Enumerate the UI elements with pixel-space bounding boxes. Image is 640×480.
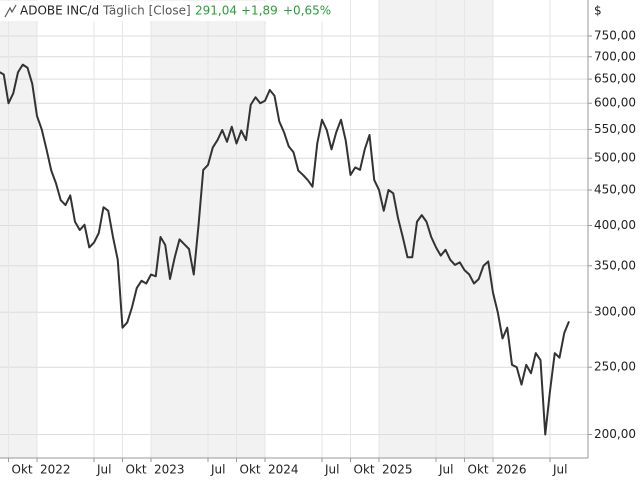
x-tick-label: Jul (324, 463, 339, 477)
instrument-name: ADOBE INC/d (20, 4, 99, 18)
y-tick-label: 200,00 (594, 427, 636, 441)
change-pct: +0,65% (283, 4, 331, 18)
x-tick-label: Okt (240, 463, 261, 477)
year-band (0, 0, 37, 458)
y-tick-label: 300,00 (594, 305, 636, 319)
x-tick-label: Jul (96, 463, 111, 477)
y-tick-label: 750,00 (594, 28, 636, 42)
x-tick-label: Okt (468, 463, 489, 477)
header: ADOBE INC/d Täglich [Close] 291,04 +1,89… (0, 1, 336, 21)
x-tick-label: Jul (210, 463, 225, 477)
last-price: 291,04 (195, 4, 237, 18)
y-unit: $ (594, 4, 602, 18)
x-tick-label: Okt (126, 463, 147, 477)
x-tick-label: 2026 (496, 463, 527, 477)
change: +1,89 (241, 4, 278, 18)
x-tick-label: Jul (552, 463, 567, 477)
x-tick-label: Okt (12, 463, 33, 477)
y-tick-label: 650,00 (594, 72, 636, 86)
grid (0, 0, 588, 458)
plot (0, 63, 570, 436)
x-tick-label: 2022 (40, 463, 71, 477)
y-tick-label: 600,00 (594, 96, 636, 110)
header-bg (0, 1, 336, 21)
x-tick-label: 2025 (382, 463, 413, 477)
y-tick-label: 450,00 (594, 182, 636, 196)
chart-icon (4, 4, 17, 18)
y-tick-label: 550,00 (594, 122, 636, 136)
x-tick-label: Jul (438, 463, 453, 477)
y-tick-label: 500,00 (594, 151, 636, 165)
y-tick-label: 400,00 (594, 218, 636, 232)
y-tick-label: 350,00 (594, 258, 636, 272)
background (0, 0, 493, 458)
x-tick-label: Okt (354, 463, 375, 477)
x-tick-label: 2023 (154, 463, 185, 477)
y-tick-label: 250,00 (594, 360, 636, 374)
y-tick-label: 700,00 (594, 49, 636, 63)
x-tick-label: 2024 (268, 463, 299, 477)
price-line (0, 63, 570, 436)
interval: Täglich [Close] (102, 4, 191, 18)
